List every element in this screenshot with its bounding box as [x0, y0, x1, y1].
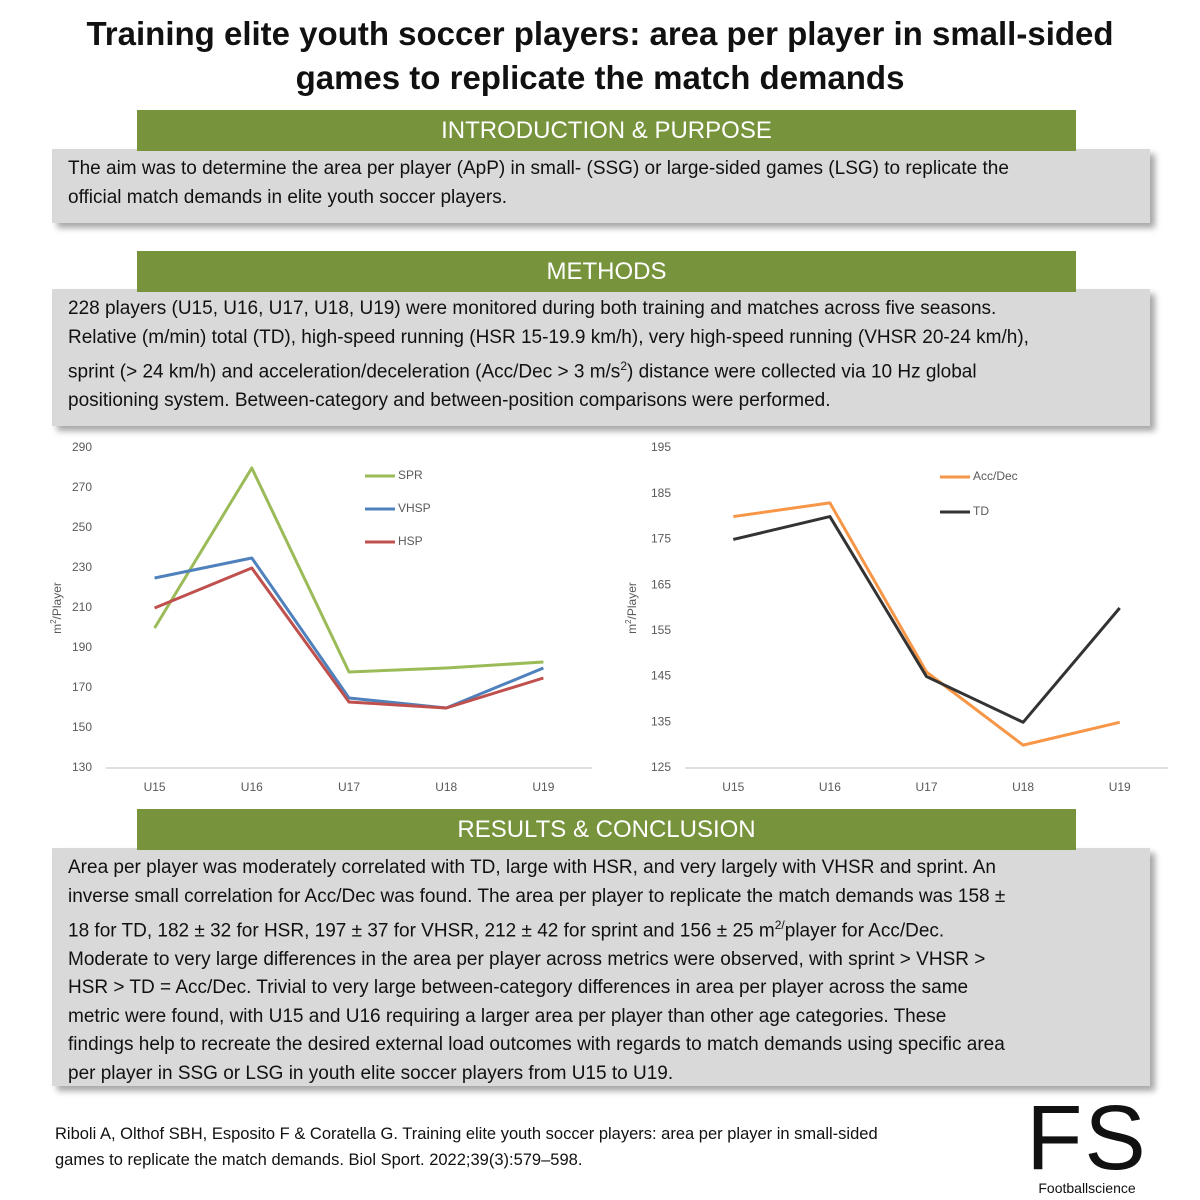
- title: Training elite youth soccer players: are…: [0, 12, 1200, 100]
- text: sprint (> 24 km/h) and acceleration/dece…: [68, 361, 621, 383]
- logo-mark: FS: [1026, 1087, 1148, 1189]
- legend-label: SPR: [398, 468, 423, 482]
- section-heading: INTRODUCTION & PURPOSE: [137, 110, 1076, 151]
- charts: 130 150 170 190 210 230 250 270 290 U15 U16 U17 U18 U…: [49, 440, 1168, 794]
- text-line: 228 players (U15, U16, U17, U18, U19) we…: [68, 298, 997, 319]
- x-tick-label: U19: [532, 780, 554, 794]
- y-tick-label: 230: [72, 560, 92, 574]
- y-tick-label: 170: [72, 680, 92, 694]
- data-line: [154, 566, 544, 710]
- y-tick-label: 130: [72, 760, 92, 774]
- x-tick-label: U18: [435, 780, 457, 794]
- text-line: Area per player was moderately correlate…: [68, 857, 996, 878]
- y-tick-label: 125: [651, 760, 671, 774]
- text-line: Moderate to very large differences in th…: [68, 948, 986, 970]
- y-tick-label: 175: [651, 532, 671, 546]
- text-line: HSR > TD = Acc/Dec. Trivial to very larg…: [68, 977, 969, 999]
- text-line: games to replicate the match demands: [295, 59, 905, 96]
- x-tick-label: U17: [338, 780, 360, 794]
- text-line: findings help to recreate the desired ex…: [68, 1034, 1005, 1056]
- legend-label: VHSP: [398, 501, 431, 515]
- data-line: [732, 515, 1121, 724]
- text-line: official match demands in elite youth so…: [68, 186, 507, 208]
- data-line: [154, 556, 544, 710]
- text-line: inverse small correlation for Acc/Dec wa…: [68, 885, 1006, 907]
- text-line: per player in SSG or LSG in youth elite …: [68, 1062, 674, 1084]
- text-line: games to replicate the match demands. Bi…: [55, 1151, 583, 1169]
- text-line: sprint (> 24 km/h) and acceleration/dece…: [68, 352, 1134, 387]
- text: m: [625, 624, 639, 634]
- x-tick-label: U15: [722, 780, 744, 794]
- x-tick-label: U18: [1012, 780, 1034, 794]
- y-tick-label: 150: [72, 720, 92, 734]
- text: /Player: [625, 582, 639, 619]
- y-tick-label: 135: [651, 714, 671, 728]
- text: m: [50, 624, 64, 634]
- text-line: Relative (m/min) total (TD), high-speed …: [68, 326, 1029, 348]
- x-tick-label: U17: [915, 780, 937, 794]
- text: player for Acc/Dec.: [784, 920, 945, 942]
- y-axis-label: m2/Player: [624, 582, 640, 634]
- y-tick-label: 270: [72, 480, 92, 494]
- y-tick-label: 290: [72, 440, 92, 454]
- section-body: The aim was to determine the area per pl…: [52, 149, 1150, 223]
- section-body: 228 players (U15, U16, U17, U18, U19) we…: [52, 289, 1150, 426]
- logo: FS Footballscience: [1012, 1087, 1162, 1196]
- text-line: 18 for TD, 182 ± 32 for HSR, 197 ± 37 fo…: [68, 911, 1134, 946]
- text-line: Training elite youth soccer players: are…: [86, 15, 1114, 52]
- superscript: 2: [49, 619, 58, 624]
- y-tick-label: 195: [651, 440, 671, 454]
- legend-label: HSP: [398, 534, 423, 548]
- text: 18 for TD, 182 ± 32 for HSR, 197 ± 37 fo…: [68, 920, 775, 942]
- data-line: [153, 466, 544, 674]
- data-line: [733, 501, 1121, 747]
- y-tick-label: 155: [651, 623, 671, 637]
- y-tick-label: 250: [72, 520, 92, 534]
- x-tick-label: U16: [241, 780, 263, 794]
- superscript: 2: [620, 359, 627, 373]
- logo-name: Footballscience: [1038, 1180, 1136, 1196]
- text-line: Riboli A, Olthof SBH, Esposito F & Corat…: [55, 1125, 878, 1143]
- y-tick-label: 165: [651, 577, 671, 591]
- x-tick-label: U15: [144, 780, 166, 794]
- text-line: The aim was to determine the area per pl…: [68, 158, 1009, 179]
- legend-label: Acc/Dec: [973, 469, 1018, 483]
- text: ) distance were collected via 10 Hz glob…: [627, 361, 977, 383]
- section-heading: METHODS: [137, 251, 1076, 292]
- section-heading: RESULTS & CONCLUSION: [137, 809, 1076, 850]
- text-line: metric were found, with U15 and U16 requ…: [68, 1005, 947, 1027]
- y-tick-label: 190: [72, 640, 92, 654]
- y-tick-label: 145: [651, 669, 671, 683]
- text: /Player: [50, 582, 64, 619]
- x-tick-label: U16: [819, 780, 841, 794]
- legend-label: TD: [973, 504, 989, 518]
- superscript: 2/: [774, 918, 785, 932]
- x-tick-label: U19: [1109, 780, 1131, 794]
- y-axis-label: m2/Player: [49, 582, 65, 634]
- superscript: 2: [624, 619, 633, 624]
- y-tick-label: 210: [72, 600, 92, 614]
- section-body: Area per player was moderately correlate…: [52, 848, 1150, 1086]
- citation: Riboli A, Olthof SBH, Esposito F & Corat…: [55, 1121, 878, 1173]
- y-tick-label: 185: [651, 486, 671, 500]
- text-line: positioning system. Between-category and…: [68, 389, 831, 411]
